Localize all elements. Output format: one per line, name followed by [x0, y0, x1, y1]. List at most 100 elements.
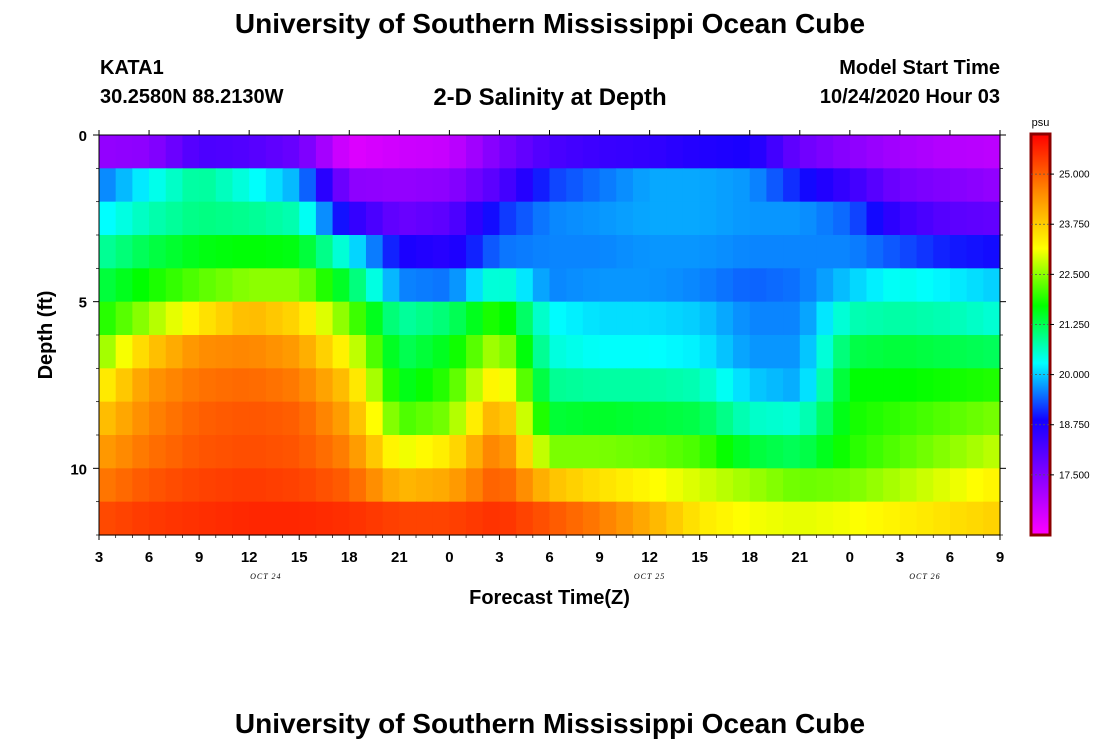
heatmap-cell — [482, 201, 501, 236]
heatmap-cell — [499, 435, 517, 469]
heatmap-cell — [482, 301, 501, 336]
x-tick-label: 15 — [691, 549, 708, 566]
heatmap-cell — [949, 301, 968, 336]
heatmap-cell — [99, 468, 117, 503]
heatmap-cell — [199, 335, 217, 369]
heatmap-cell — [315, 335, 334, 369]
heatmap-cell — [399, 335, 417, 369]
colorbar-tick-label: 21.250 — [1059, 320, 1090, 331]
heatmap-cell — [749, 168, 768, 203]
heatmap-cell — [966, 401, 984, 436]
heatmap-cell — [365, 235, 384, 269]
heatmap-cell — [582, 501, 601, 536]
x-tick-label: 15 — [291, 549, 308, 566]
heatmap-cell — [849, 301, 868, 336]
heatmap-cell — [432, 135, 450, 169]
heatmap-cell — [315, 135, 334, 169]
heatmap-cell — [616, 435, 634, 469]
heatmap-cell — [599, 168, 617, 203]
heatmap-cell — [199, 301, 217, 336]
heatmap-cell — [966, 168, 984, 203]
heatmap-cell — [899, 335, 918, 369]
heatmap-cell — [332, 468, 350, 503]
heatmap-cell — [382, 168, 400, 203]
heatmap-cell — [549, 135, 567, 169]
heatmap-cell — [983, 168, 1001, 203]
heatmap-cell — [566, 301, 584, 336]
heatmap-cell — [282, 268, 300, 303]
heatmap-cell — [699, 135, 717, 169]
heatmap-cell — [983, 368, 1001, 403]
heatmap-cell — [466, 201, 484, 236]
colorbar-bar — [1029, 132, 1052, 537]
heatmap-cell — [182, 401, 200, 436]
heatmap-cell — [816, 335, 834, 369]
heatmap-cell — [466, 268, 484, 303]
heatmap-cell — [416, 401, 434, 436]
heatmap-cell — [532, 268, 551, 303]
heatmap-cell — [265, 301, 284, 336]
x-tick-label: 12 — [241, 549, 258, 566]
heatmap-cell — [332, 135, 350, 169]
heatmap-cell — [299, 235, 317, 269]
heatmap-cell — [833, 401, 851, 436]
heatmap-cell — [332, 501, 350, 536]
heatmap-cell — [265, 501, 284, 536]
heatmap-cell — [232, 135, 250, 169]
heatmap-cell — [599, 368, 617, 403]
heatmap-cell — [399, 168, 417, 203]
heatmap-cell — [232, 201, 250, 236]
heatmap-cell — [632, 401, 651, 436]
heatmap-cell — [115, 268, 133, 303]
heatmap-cell — [749, 135, 768, 169]
heatmap-cell — [866, 368, 884, 403]
heatmap-cell — [232, 168, 250, 203]
heatmap-cell — [315, 301, 334, 336]
heatmap-cell — [299, 301, 317, 336]
heatmap-cell — [99, 301, 117, 336]
heatmap-cell — [833, 268, 851, 303]
heatmap-cell — [332, 201, 350, 236]
date-label: OCT 24 — [250, 572, 281, 581]
heatmap-cell — [716, 501, 734, 536]
heatmap-cell — [115, 235, 133, 269]
heatmap-cell — [165, 268, 184, 303]
heatmap-cell — [132, 501, 150, 536]
heatmap-cell — [265, 201, 284, 236]
heatmap-cell — [749, 235, 768, 269]
heatmap-cell — [682, 301, 701, 336]
heatmap-cell — [716, 201, 734, 236]
heatmap-cell — [582, 235, 601, 269]
heatmap-cell — [616, 168, 634, 203]
heatmap-cell — [282, 335, 300, 369]
heatmap-cell — [899, 268, 918, 303]
heatmap-cell — [332, 335, 350, 369]
heatmap-cell — [182, 201, 200, 236]
heatmap-cell — [766, 301, 784, 336]
heatmap-cell — [282, 401, 300, 436]
heatmap-cell — [783, 401, 801, 436]
heatmap-cell — [632, 135, 651, 169]
heatmap-cell — [933, 468, 951, 503]
heatmap-cell — [532, 501, 551, 536]
heatmap-cell — [866, 401, 884, 436]
heatmap-cell — [866, 501, 884, 536]
heatmap-cell — [265, 468, 284, 503]
heatmap-cell — [666, 368, 684, 403]
heatmap-cell — [582, 168, 601, 203]
colorbar-unit-label: psu — [1032, 117, 1050, 129]
heatmap-cell — [165, 501, 184, 536]
heatmap-cell — [933, 401, 951, 436]
heatmap-cell — [966, 135, 984, 169]
heatmap-cell — [699, 201, 717, 236]
heatmap-cell — [866, 268, 884, 303]
heatmap-cell — [733, 368, 751, 403]
heatmap-cell — [482, 401, 501, 436]
heatmap-cell — [99, 368, 117, 403]
heatmap-cell — [582, 135, 601, 169]
heatmap-cell — [332, 235, 350, 269]
heatmap-cell — [532, 301, 551, 336]
heatmap-cell — [165, 368, 184, 403]
heatmap-cell — [516, 235, 534, 269]
